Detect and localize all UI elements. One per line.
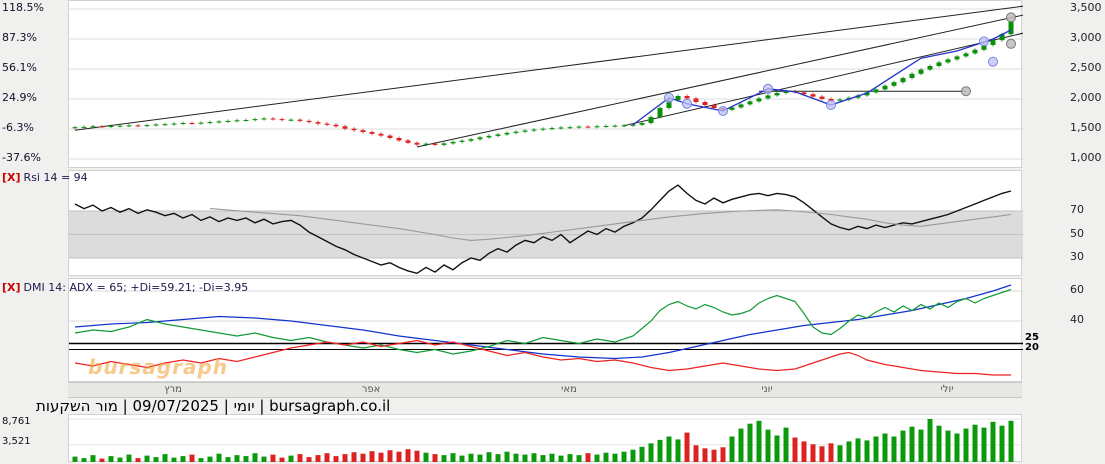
time-axis: מרץ אפר מאי יוני יולי [68,382,1022,398]
volume-axis-label: 3,521 [2,436,31,447]
price-panel [68,0,1023,169]
dmi-ref-label-20: 20 [1025,342,1039,353]
volume-axis-label: 8,761 [2,416,31,427]
price-value-label: 2,000 [1070,91,1102,104]
watermark: bursagraph [88,355,229,379]
dmi-panel [68,278,1023,383]
price-value-label: 1,500 [1070,121,1102,134]
remove-dmi-button[interactable]: [X] [2,281,21,294]
rsi-axis-label: 70 [1070,203,1084,216]
chart-info-bar: יומי | 09/07/2025 | מור השקעות | bursagr… [36,397,391,415]
price-chart-canvas[interactable] [69,1,1023,169]
dmi-ref-label-25: 25 [1025,332,1039,343]
price-value-label: 3,000 [1070,31,1102,44]
volume-chart-canvas[interactable] [69,415,1023,463]
rsi-axis-label: 50 [1070,226,1084,240]
price-percent-label: -37.6% [2,151,41,164]
month-label: אפר [361,384,381,395]
rsi-chart-canvas[interactable] [69,171,1023,277]
remove-rsi-button[interactable]: [X] [2,171,21,184]
rsi-panel [68,170,1023,277]
price-percent-label: -6.3% [2,121,34,134]
dmi-title: DMI 14: ADX = 65; +Di=59.21; -Di=3.95 [23,281,249,294]
price-percent-label: 118.5% [2,1,44,14]
rsi-indicator-label: [X] Rsi 14 = 94 [2,171,88,184]
dmi-indicator-label: [X] DMI 14: ADX = 65; +Di=59.21; -Di=3.95 [2,281,248,294]
dmi-chart-canvas[interactable] [69,279,1023,383]
price-value-label: 1,000 [1070,151,1102,164]
month-label: יוני [761,384,773,395]
price-percent-label: 56.1% [2,61,37,74]
dmi-axis-label: 40 [1070,313,1084,326]
month-label: יולי [940,384,954,395]
volume-panel [68,414,1023,463]
dmi-axis-label: 60 [1070,283,1084,296]
month-label: מרץ [164,384,182,395]
price-percent-label: 87.3% [2,31,37,44]
rsi-title: Rsi 14 = 94 [23,171,88,184]
price-percent-label: 24.9% [2,91,37,104]
month-label: מאי [561,384,577,395]
price-value-label: 3,500 [1070,1,1102,14]
rsi-axis-label: 30 [1070,250,1084,263]
price-value-label: 2,500 [1070,61,1102,74]
